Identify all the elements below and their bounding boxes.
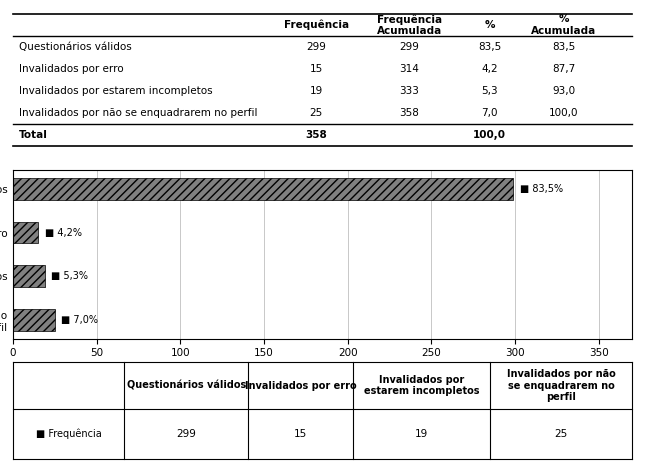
Text: Invalidados por
estarem incompletos: Invalidados por estarem incompletos [364, 375, 479, 396]
Bar [13, 265, 45, 287]
Text: Invalidados por estarem incompletos: Invalidados por estarem incompletos [19, 86, 213, 96]
Text: Invalidados por não se enquadrarem no perfil: Invalidados por não se enquadrarem no pe… [19, 108, 257, 118]
Text: ■ 4,2%: ■ 4,2% [45, 227, 82, 238]
Text: 87,7: 87,7 [552, 64, 575, 74]
Text: 4,2: 4,2 [481, 64, 498, 74]
Bar [13, 178, 513, 200]
Text: ■ 5,3%: ■ 5,3% [52, 271, 88, 281]
Text: 299: 299 [399, 42, 419, 52]
Text: 25: 25 [310, 108, 323, 118]
Text: ■ 7,0%: ■ 7,0% [61, 315, 99, 325]
Text: Questionários válidos: Questionários válidos [19, 42, 132, 52]
Text: 358: 358 [306, 130, 327, 140]
Text: Questionários válidos: Questionários válidos [126, 380, 246, 390]
Text: 314: 314 [399, 64, 419, 74]
Bar [13, 309, 55, 331]
Text: 83,5: 83,5 [478, 42, 501, 52]
Text: 25: 25 [554, 429, 568, 439]
Text: ■ Frequência: ■ Frequência [35, 428, 101, 439]
Text: 333: 333 [399, 86, 419, 96]
Text: 19: 19 [310, 86, 323, 96]
Text: 299: 299 [176, 429, 196, 439]
Text: ■ 83,5%: ■ 83,5% [520, 184, 563, 194]
Text: 299: 299 [306, 42, 326, 52]
Text: 15: 15 [294, 429, 308, 439]
Text: 7,0: 7,0 [481, 108, 498, 118]
Text: 15: 15 [310, 64, 323, 74]
Text: Frequência
Acumulada: Frequência Acumulada [377, 14, 442, 36]
Text: Invalidados por erro: Invalidados por erro [245, 380, 357, 390]
Bar [13, 221, 38, 243]
Text: %: % [484, 20, 495, 30]
Text: 93,0: 93,0 [552, 86, 575, 96]
Text: 358: 358 [399, 108, 419, 118]
Text: 100,0: 100,0 [550, 108, 579, 118]
Text: 100,0: 100,0 [473, 130, 506, 140]
Text: %
Acumulada: % Acumulada [531, 14, 597, 36]
Text: Total: Total [19, 130, 48, 140]
Text: Invalidados por não
se enquadrarem no
perfil: Invalidados por não se enquadrarem no pe… [506, 369, 615, 402]
Text: 83,5: 83,5 [552, 42, 575, 52]
Text: 5,3: 5,3 [481, 86, 498, 96]
Text: 19: 19 [415, 429, 428, 439]
Text: Invalidados por erro: Invalidados por erro [19, 64, 124, 74]
Text: Frequência: Frequência [284, 20, 349, 30]
